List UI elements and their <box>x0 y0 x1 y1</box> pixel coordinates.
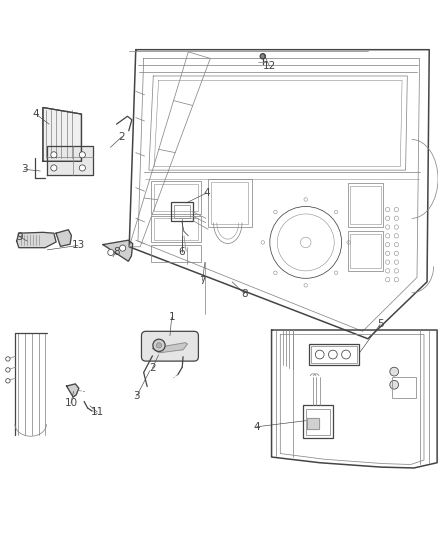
FancyBboxPatch shape <box>141 332 198 361</box>
Polygon shape <box>43 108 81 161</box>
Text: 3: 3 <box>133 391 140 401</box>
Circle shape <box>51 152 57 158</box>
Circle shape <box>6 368 10 372</box>
Polygon shape <box>17 232 56 248</box>
Text: 2: 2 <box>118 132 125 142</box>
Bar <box>171 202 193 221</box>
Bar <box>151 246 201 262</box>
Text: 6: 6 <box>178 247 185 256</box>
Bar <box>208 179 252 227</box>
Bar <box>154 219 198 240</box>
Bar <box>174 205 190 219</box>
Circle shape <box>108 249 114 255</box>
Text: 12: 12 <box>263 61 276 71</box>
Text: 11: 11 <box>91 407 104 417</box>
Text: 3: 3 <box>21 164 28 174</box>
Text: 1: 1 <box>168 312 175 322</box>
Polygon shape <box>103 240 133 261</box>
Bar <box>154 184 198 211</box>
Text: 4: 4 <box>32 109 39 119</box>
Circle shape <box>79 152 85 158</box>
Polygon shape <box>47 146 93 174</box>
Text: 4: 4 <box>203 188 210 198</box>
Text: 8: 8 <box>113 247 120 256</box>
Polygon shape <box>152 343 187 353</box>
Bar <box>311 346 357 363</box>
Bar <box>348 231 383 271</box>
Polygon shape <box>307 418 319 429</box>
Text: 4: 4 <box>253 422 260 432</box>
Bar <box>348 183 383 227</box>
Bar <box>392 377 416 398</box>
Text: 13: 13 <box>71 240 85 251</box>
Circle shape <box>390 367 399 376</box>
Circle shape <box>260 54 265 59</box>
Text: 7: 7 <box>199 276 206 286</box>
Circle shape <box>153 339 165 351</box>
Circle shape <box>6 357 10 361</box>
Text: 10: 10 <box>64 398 78 408</box>
Text: 8: 8 <box>241 289 248 298</box>
Text: 5: 5 <box>377 319 384 329</box>
Bar <box>350 186 381 224</box>
Text: 9: 9 <box>16 232 23 242</box>
Bar <box>306 409 330 435</box>
Circle shape <box>390 381 399 389</box>
Circle shape <box>156 343 162 348</box>
Polygon shape <box>56 230 71 246</box>
Circle shape <box>6 378 10 383</box>
Bar <box>151 181 201 214</box>
Circle shape <box>120 245 126 251</box>
Bar <box>151 216 201 243</box>
Circle shape <box>51 165 57 171</box>
Polygon shape <box>67 384 79 397</box>
Bar <box>350 234 381 268</box>
Bar <box>303 405 333 438</box>
Text: 2: 2 <box>149 363 156 373</box>
Bar <box>211 182 248 224</box>
Bar <box>309 344 359 365</box>
Circle shape <box>79 165 85 171</box>
